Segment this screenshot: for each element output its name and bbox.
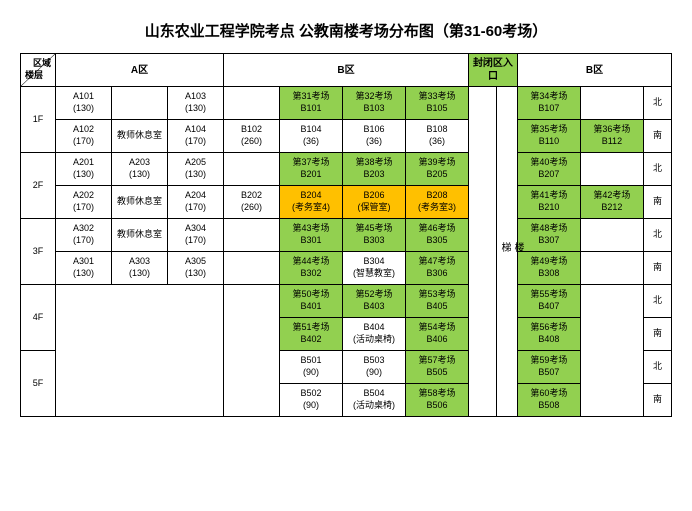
cell: 教师休息室 — [112, 120, 168, 153]
exam-cell: 第52考场B403 — [342, 285, 405, 318]
side: 南 — [643, 186, 671, 219]
cell: A103(130) — [168, 87, 224, 120]
exam-cell: 第50考场B401 — [280, 285, 343, 318]
exam-cell: 第56考场B408 — [517, 318, 580, 351]
exam-cell: 第39考场B205 — [405, 153, 468, 186]
cell — [112, 87, 168, 120]
cell: A102(170) — [56, 120, 112, 153]
cell: A202(170) — [56, 186, 112, 219]
exam-cell: 第41考场B210 — [517, 186, 580, 219]
cell — [580, 285, 643, 417]
cell: B202(260) — [224, 186, 280, 219]
gap — [468, 285, 496, 417]
exam-cell: 第37考场B201 — [280, 153, 343, 186]
cell: A205(130) — [168, 153, 224, 186]
cell — [580, 219, 643, 252]
cell: B104(36) — [280, 120, 343, 153]
side: 北 — [643, 153, 671, 186]
cell: B503(90) — [342, 351, 405, 384]
cell: B504(活动桌椅) — [342, 384, 405, 417]
exam-cell: 第57考场B505 — [405, 351, 468, 384]
side: 北 — [643, 351, 671, 384]
zone-b2-header: B区 — [517, 54, 671, 87]
exam-cell: 第40考场B207 — [517, 153, 580, 186]
cell: A302(170) — [56, 219, 112, 252]
cell: B106(36) — [342, 120, 405, 153]
side: 南 — [643, 384, 671, 417]
exam-cell: 第49考场B308 — [517, 252, 580, 285]
exam-cell: 第31考场B101 — [280, 87, 343, 120]
cell: A301(130) — [56, 252, 112, 285]
floor-label: 4F — [21, 285, 56, 351]
exam-cell: 第59考场B507 — [517, 351, 580, 384]
exam-cell: 第33考场B105 — [405, 87, 468, 120]
side: 南 — [643, 120, 671, 153]
orange-cell: B208(考务室3) — [405, 186, 468, 219]
floor-label: 5F — [21, 351, 56, 417]
side: 北 — [643, 219, 671, 252]
cell: A203(130) — [112, 153, 168, 186]
cell — [224, 153, 280, 186]
exam-cell: 第42考场B212 — [580, 186, 643, 219]
cell — [580, 87, 643, 120]
cell — [224, 252, 280, 285]
cell: A101(130) — [56, 87, 112, 120]
cell — [580, 252, 643, 285]
orange-cell: B206(保管室) — [342, 186, 405, 219]
floor-label: 2F — [21, 153, 56, 219]
page-title: 山东农业工程学院考点 公教南楼考场分布图（第31-60考场） — [20, 20, 672, 41]
entrance-header: 封闭区入口 — [468, 54, 517, 87]
exam-cell: 第35考场B110 — [517, 120, 580, 153]
cell: A204(170) — [168, 186, 224, 219]
cell: A201(130) — [56, 153, 112, 186]
side: 北 — [643, 87, 671, 120]
cell: B304(智慧教室) — [342, 252, 405, 285]
cell: 教师休息室 — [112, 219, 168, 252]
empty-b1 — [224, 285, 280, 417]
exam-cell: 第54考场B406 — [405, 318, 468, 351]
zone-b-header: B区 — [224, 54, 469, 87]
corner-header: 区域楼层 — [21, 54, 56, 87]
exam-cell: 第36考场B112 — [580, 120, 643, 153]
cell — [224, 87, 280, 120]
exam-cell: 第34考场B107 — [517, 87, 580, 120]
exam-cell: 第43考场B301 — [280, 219, 343, 252]
cell: A104(170) — [168, 120, 224, 153]
exam-cell: 第38考场B203 — [342, 153, 405, 186]
cell: A305(130) — [168, 252, 224, 285]
layout-table: 区域楼层 A区 B区 封闭区入口 B区 1F A101(130) A103(13… — [20, 53, 672, 417]
cell: B404(活动桌椅) — [342, 318, 405, 351]
orange-cell: B204(考务室4) — [280, 186, 343, 219]
exam-cell: 第44考场B302 — [280, 252, 343, 285]
exam-cell: 第47考场B306 — [405, 252, 468, 285]
cell: A304(170) — [168, 219, 224, 252]
exam-cell: 第55考场B407 — [517, 285, 580, 318]
exam-cell: 第46考场B305 — [405, 219, 468, 252]
cell: 教师休息室 — [112, 186, 168, 219]
side: 北 — [643, 285, 671, 318]
cell — [580, 153, 643, 186]
gap — [468, 87, 496, 285]
side: 南 — [643, 252, 671, 285]
exam-cell: 第58考场B506 — [405, 384, 468, 417]
cell: B102(260) — [224, 120, 280, 153]
cell: B502(90) — [280, 384, 343, 417]
floor-label: 1F — [21, 87, 56, 153]
exam-cell: 第51考场B402 — [280, 318, 343, 351]
cell: B501(90) — [280, 351, 343, 384]
cell: B108(36) — [405, 120, 468, 153]
exam-cell: 第53考场B405 — [405, 285, 468, 318]
side: 南 — [643, 318, 671, 351]
exam-cell: 第32考场B103 — [342, 87, 405, 120]
cell — [224, 219, 280, 252]
floor-label: 3F — [21, 219, 56, 285]
cell: A303(130) — [112, 252, 168, 285]
empty-a — [56, 285, 224, 417]
exam-cell: 第60考场B508 — [517, 384, 580, 417]
zone-a-header: A区 — [56, 54, 224, 87]
stairwell: 楼梯 — [496, 87, 517, 417]
exam-cell: 第45考场B303 — [342, 219, 405, 252]
exam-cell: 第48考场B307 — [517, 219, 580, 252]
